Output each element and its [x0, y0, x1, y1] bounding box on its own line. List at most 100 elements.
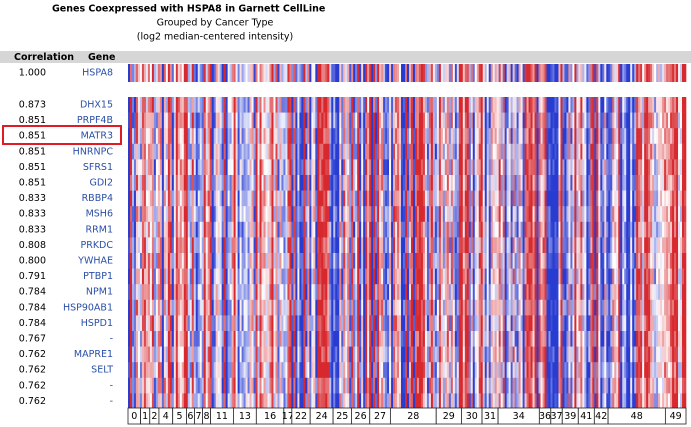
heatmap-cell: [440, 64, 444, 82]
heatmap-cell: [128, 221, 131, 238]
heatmap-cell: [584, 175, 587, 191]
heatmap-cell: [570, 159, 573, 176]
heatmap-cell: [632, 237, 635, 254]
heatmap-cell: [558, 221, 561, 238]
heatmap-cell: [548, 112, 551, 129]
heatmap-cell: [408, 175, 412, 191]
heatmap-cell: [369, 143, 372, 160]
heatmap-cell: [576, 112, 579, 129]
heatmap-cell: [259, 253, 262, 269]
heatmap-cell: [438, 143, 442, 160]
heatmap-cell: [470, 64, 474, 82]
heatmap-cell: [524, 253, 527, 269]
heatmap-cell: [470, 159, 474, 176]
heatmap-cell: [323, 253, 326, 269]
heatmap-cell: [385, 315, 388, 332]
heatmap-cell: [179, 346, 183, 363]
heatmap-cell: [552, 175, 555, 191]
heatmap-cell: [303, 159, 306, 176]
heatmap-cell: [466, 97, 470, 113]
heatmap-cell: [385, 268, 388, 285]
heatmap-cell: [357, 143, 360, 160]
heatmap-cell: [576, 128, 579, 145]
heatmap-cell: [205, 112, 209, 129]
heatmap-cell: [428, 112, 432, 129]
heatmap-cell: [303, 175, 306, 191]
heatmap-cell: [137, 284, 141, 301]
heatmap-cell: [536, 175, 539, 191]
heatmap-cell: [309, 237, 312, 254]
heatmap-cell: [618, 299, 621, 316]
heatmap-cell: [662, 143, 665, 160]
heatmap-cell: [494, 315, 497, 332]
heatmap-cell: [444, 253, 448, 269]
heatmap-cell: [217, 175, 220, 191]
heatmap-cell: [576, 268, 579, 285]
heatmap-cell: [644, 221, 647, 238]
heatmap-cell: [169, 221, 173, 238]
heatmap-cell: [448, 64, 452, 82]
heatmap-cell: [347, 159, 350, 176]
heatmap-cell: [277, 128, 280, 145]
heatmap-cell: [532, 190, 535, 207]
heatmap-cell: [129, 315, 133, 332]
heatmap-cell: [460, 284, 464, 301]
heatmap-cell: [285, 284, 288, 301]
heatmap-cell: [640, 268, 643, 285]
heatmap-cell: [273, 315, 276, 332]
heatmap-cell: [327, 206, 330, 223]
heatmap-cell: [668, 175, 671, 191]
heatmap-cell: [638, 175, 641, 191]
heatmap-cell: [672, 143, 675, 160]
heatmap-cell: [269, 253, 272, 269]
heatmap-cell: [175, 97, 179, 113]
heatmap-cell: [273, 206, 276, 223]
heatmap-cell: [408, 112, 412, 129]
heatmap-cell: [351, 190, 354, 207]
heatmap-cell: [275, 299, 278, 316]
heatmap-cell: [267, 206, 270, 223]
heatmap-cell: [227, 175, 230, 191]
heatmap-cell: [135, 221, 139, 238]
heatmap-cell: [628, 284, 631, 301]
heatmap-cell: [476, 143, 480, 160]
heatmap-cell: [321, 299, 324, 316]
heatmap-cell: [582, 143, 585, 160]
heatmap-cell: [470, 299, 474, 316]
heatmap-cell: [373, 331, 376, 347]
heatmap-cell: [454, 237, 458, 254]
heatmap-cell: [570, 112, 573, 129]
heatmap-cell: [357, 221, 360, 238]
heatmap-cell: [307, 206, 310, 223]
heatmap-cell: [309, 299, 312, 316]
heatmap-cell: [658, 331, 661, 347]
heatmap-cell: [367, 175, 370, 191]
heatmap-cell: [662, 206, 665, 223]
heatmap-cell: [630, 315, 633, 332]
heatmap-cell: [624, 128, 627, 145]
heatmap-cell: [333, 175, 336, 191]
heatmap-cell: [516, 299, 519, 316]
heatmap-cell: [209, 97, 212, 113]
heatmap-cell: [231, 237, 234, 254]
heatmap-cell: [464, 284, 468, 301]
heatmap-cell: [128, 64, 131, 82]
heatmap-cell: [173, 64, 177, 82]
heatmap-cell: [265, 268, 268, 285]
heatmap-cell: [464, 190, 468, 207]
heatmap-cell: [546, 159, 549, 176]
heatmap-cell: [257, 97, 260, 113]
heatmap-cell: [361, 221, 364, 238]
heatmap-cell: [229, 143, 232, 160]
heatmap-cell: [638, 237, 641, 254]
heatmap-cell: [185, 299, 189, 316]
heatmap-cell: [630, 253, 633, 269]
heatmap-cell: [522, 128, 525, 145]
heatmap-cell: [263, 128, 266, 145]
heatmap-cell: [369, 299, 372, 316]
heatmap-cell: [640, 331, 643, 347]
heatmap-cell: [560, 284, 563, 301]
heatmap-cell: [201, 175, 205, 191]
heatmap-cell: [261, 206, 264, 223]
heatmap-cell: [450, 268, 454, 285]
